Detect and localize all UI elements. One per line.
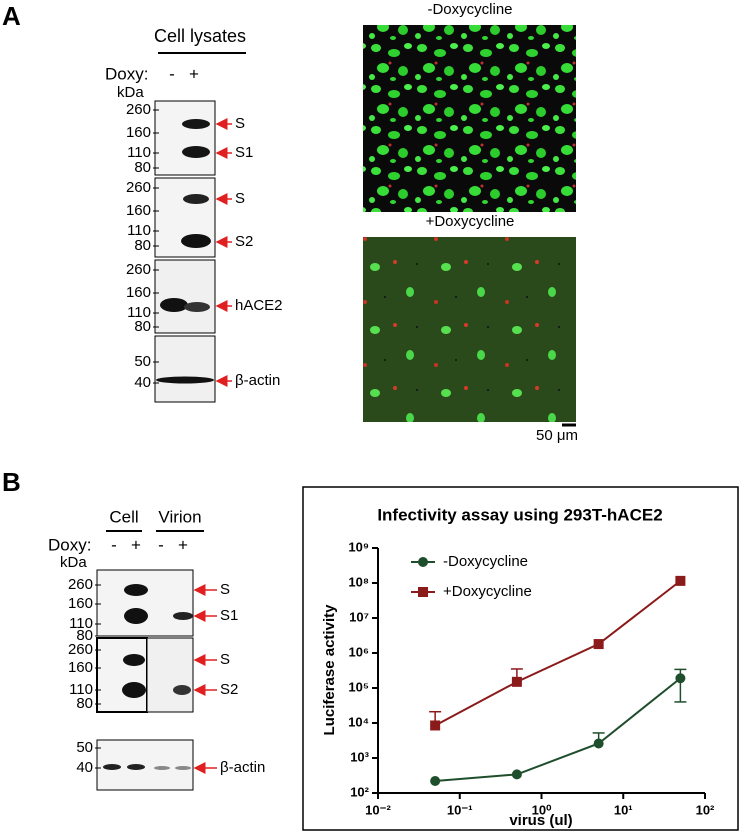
marker-label: 40 xyxy=(134,374,151,391)
lane-label: - xyxy=(158,535,164,554)
marker-label: 80 xyxy=(76,627,93,644)
y-tick-label: 10² xyxy=(350,784,369,799)
y-axis-label: Luciferase activity xyxy=(321,604,338,736)
series-line xyxy=(435,677,682,783)
legend-label: +Doxycycline xyxy=(443,583,532,600)
band-label: S xyxy=(220,581,230,598)
marker-label: 260 xyxy=(126,179,151,196)
data-point xyxy=(511,676,522,687)
fluorescence-image xyxy=(363,25,576,212)
blots-a xyxy=(154,100,216,403)
lysate-header: Virion xyxy=(158,507,201,526)
data-point xyxy=(675,673,686,684)
data-point xyxy=(430,776,441,787)
marker-label: 110 xyxy=(127,304,151,321)
marker-label: 80 xyxy=(76,695,93,712)
doxy-label: Doxy: xyxy=(105,64,148,83)
doxy-label: Doxy: xyxy=(48,535,91,554)
band-label: S2 xyxy=(235,233,253,250)
y-tick-label: 10⁴ xyxy=(348,714,369,729)
marker-label: 110 xyxy=(69,681,93,698)
image-title: +Doxycycline xyxy=(426,213,515,230)
x-axis-label: virus (ul) xyxy=(509,812,572,829)
marker-label: 110 xyxy=(127,144,151,161)
marker-label: 260 xyxy=(126,101,151,118)
series-line xyxy=(434,580,682,727)
lane-label: + xyxy=(131,535,141,554)
x-tick-label: 10¹ xyxy=(614,802,633,817)
band-label: hACE2 xyxy=(235,297,283,314)
y-tick-label: 10⁷ xyxy=(349,609,369,624)
chart-title: Infectivity assay using 293T-hACE2 xyxy=(377,505,662,524)
marker-label: 260 xyxy=(68,576,93,593)
y-tick-label: 10⁶ xyxy=(349,644,369,659)
kda-label: kDa xyxy=(60,554,87,571)
y-tick-label: 10⁸ xyxy=(348,574,369,589)
marker-label: 40 xyxy=(76,759,93,776)
fluorescence-image xyxy=(363,237,576,422)
data-point xyxy=(593,639,604,650)
band-label: S xyxy=(235,190,245,207)
band-label: S1 xyxy=(235,144,253,161)
marker-label: 160 xyxy=(126,202,151,219)
data-point xyxy=(675,575,686,586)
marker-label: 80 xyxy=(134,318,151,335)
scale-bar-label: 50 μm xyxy=(536,427,578,444)
marker-label: 80 xyxy=(134,237,151,254)
marker-label: 110 xyxy=(69,615,93,632)
blots-b xyxy=(96,569,194,791)
x-tick-label: 10⁻² xyxy=(365,802,391,817)
panel-label: A xyxy=(2,1,21,31)
band-label: S xyxy=(220,651,230,668)
kda-label: kDa xyxy=(117,84,144,101)
marker-label: 160 xyxy=(68,659,93,676)
band-label: β-actin xyxy=(235,372,280,389)
x-tick-label: 10² xyxy=(696,802,715,817)
band-label: S2 xyxy=(220,681,238,698)
image-title: -Doxycycline xyxy=(427,1,512,18)
legend-label: -Doxycycline xyxy=(443,553,528,570)
lysate-header: Cell lysates xyxy=(154,26,246,46)
legend-marker xyxy=(418,557,428,567)
data-point xyxy=(593,738,604,749)
marker-label: 160 xyxy=(68,595,93,612)
x-tick-label: 10⁻¹ xyxy=(447,802,473,817)
y-tick-label: 10⁹ xyxy=(348,539,369,554)
lane-label: + xyxy=(189,64,199,83)
marker-label: 50 xyxy=(134,353,151,370)
legend-marker xyxy=(418,587,428,597)
marker-label: 160 xyxy=(126,284,151,301)
marker-label: 110 xyxy=(127,222,151,239)
panel-label: B xyxy=(2,467,21,497)
lane-label: - xyxy=(169,64,175,83)
chart-frame xyxy=(302,486,739,831)
marker-label: 260 xyxy=(68,641,93,658)
band-label: β-actin xyxy=(220,759,265,776)
lane-label: - xyxy=(111,535,117,554)
x-tick-label: 10⁰ xyxy=(532,802,552,817)
band-label: S xyxy=(235,115,245,132)
y-tick-label: 10⁵ xyxy=(348,679,369,694)
data-point xyxy=(430,720,441,731)
marker-label: 160 xyxy=(126,124,151,141)
marker-label: 50 xyxy=(76,739,93,756)
marker-label: 260 xyxy=(126,261,151,278)
marker-label: 80 xyxy=(134,159,151,176)
data-point xyxy=(511,769,522,780)
band-label: S1 xyxy=(220,607,238,624)
lane-label: + xyxy=(178,535,188,554)
y-tick-label: 10³ xyxy=(350,749,369,764)
lysate-header: Cell xyxy=(109,507,138,526)
